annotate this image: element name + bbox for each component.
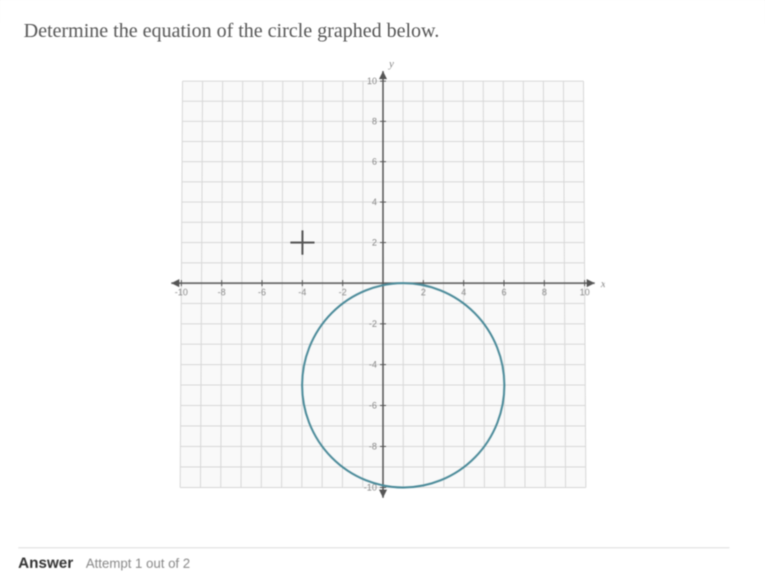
svg-text:6: 6 — [371, 157, 376, 167]
svg-text:4: 4 — [371, 197, 376, 207]
svg-text:8: 8 — [371, 116, 376, 126]
svg-text:-2: -2 — [338, 287, 346, 297]
svg-text:-8: -8 — [217, 287, 225, 297]
svg-text:2: 2 — [420, 287, 425, 297]
svg-text:-4: -4 — [368, 360, 376, 370]
svg-text:x: x — [599, 278, 605, 290]
svg-text:4: 4 — [461, 287, 466, 297]
answer-label: Answer — [18, 554, 73, 572]
coordinate-graph: -10-8-6-4-2246810-10-8-6-4-2246810xy — [159, 61, 606, 508]
svg-text:-8: -8 — [368, 441, 376, 451]
svg-text:10: 10 — [579, 287, 589, 297]
svg-text:8: 8 — [541, 287, 546, 297]
svg-text:-10: -10 — [174, 287, 187, 297]
svg-text:10: 10 — [366, 76, 376, 86]
svg-text:6: 6 — [501, 287, 506, 297]
svg-text:-6: -6 — [257, 287, 265, 297]
svg-text:y: y — [388, 61, 394, 70]
svg-text:-6: -6 — [368, 400, 376, 410]
svg-text:-2: -2 — [368, 319, 376, 329]
attempt-text: Attempt 1 out of 2 — [86, 556, 190, 571]
svg-text:2: 2 — [371, 237, 376, 247]
svg-text:-4: -4 — [298, 287, 306, 297]
answer-section: Answer Attempt 1 out of 2 — [18, 547, 730, 573]
graph-container: -10-8-6-4-2246810-10-8-6-4-2246810xy — [19, 61, 747, 508]
question-prompt: Determine the equation of the circle gra… — [24, 20, 742, 43]
page-container: Determine the equation of the circle gra… — [0, 0, 765, 581]
